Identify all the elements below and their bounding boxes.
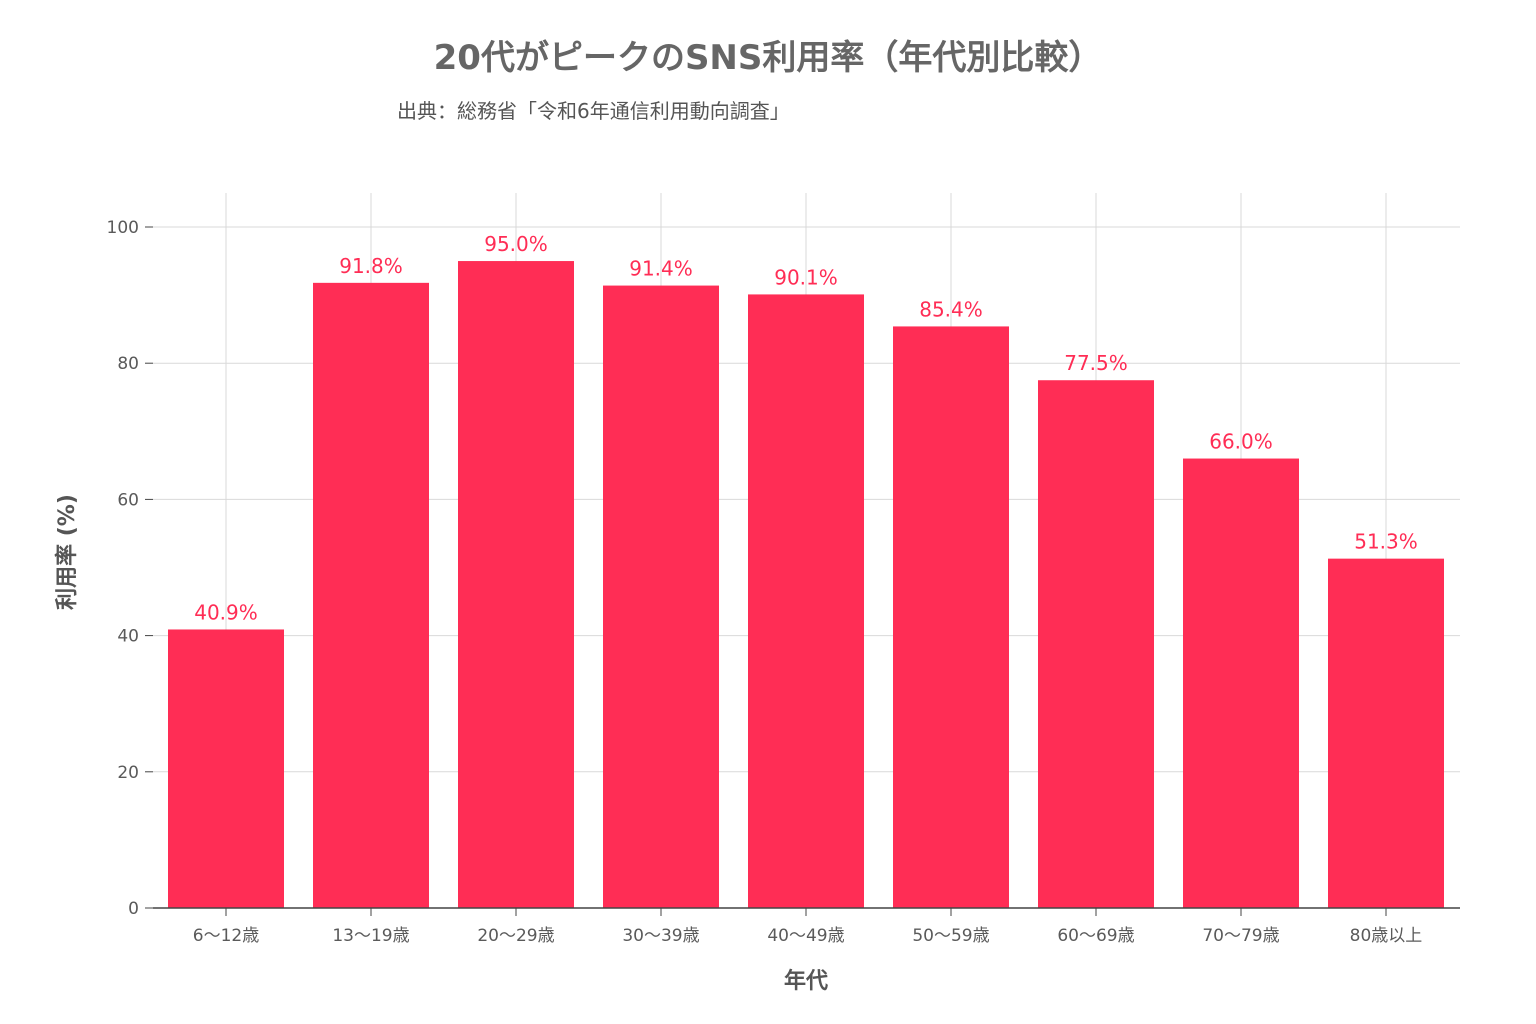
y-tick-label: 100 bbox=[107, 218, 139, 238]
y-tick-label: 20 bbox=[117, 763, 139, 783]
data-label: 51.3% bbox=[1354, 530, 1418, 554]
y-tick-label: 80 bbox=[117, 354, 139, 374]
value-labels-group: 40.9% 91.8% 95.0% 91.4% 90.1% 85.4% 77.5% 66.0%… bbox=[194, 232, 1418, 624]
y-tick-label: 60 bbox=[117, 490, 139, 510]
bar bbox=[893, 326, 1009, 908]
bar bbox=[458, 261, 574, 908]
data-label: 40.9% bbox=[194, 600, 258, 624]
data-label: 91.8% bbox=[339, 254, 403, 278]
chart-subtitle: 出典：総務省「令和6年通信利用動向調査」 bbox=[397, 99, 790, 123]
bar bbox=[168, 629, 284, 908]
x-tick-label: 40〜49歳 bbox=[767, 926, 844, 946]
data-label: 77.5% bbox=[1064, 351, 1128, 375]
x-tick-label: 50〜59歳 bbox=[912, 926, 989, 946]
y-axis: 0 20 40 60 80 100 bbox=[107, 218, 153, 919]
x-tick-label: 20〜29歳 bbox=[477, 926, 554, 946]
y-axis-title: 利用率 (%) bbox=[54, 494, 80, 610]
bar bbox=[748, 294, 864, 908]
data-label: 66.0% bbox=[1209, 430, 1273, 454]
data-label: 85.4% bbox=[919, 297, 983, 321]
bars-group bbox=[168, 261, 1444, 909]
bar bbox=[603, 285, 719, 908]
x-tick-label: 80歳以上 bbox=[1350, 926, 1423, 946]
bar bbox=[1328, 558, 1444, 908]
x-tick-label: 6〜12歳 bbox=[193, 926, 259, 946]
data-label: 91.4% bbox=[629, 257, 693, 281]
bar bbox=[1038, 380, 1154, 909]
x-axis-title: 年代 bbox=[784, 968, 828, 994]
data-label: 95.0% bbox=[484, 232, 548, 256]
bar bbox=[313, 282, 429, 908]
x-tick-label: 30〜39歳 bbox=[622, 926, 699, 946]
x-tick-label: 70〜79歳 bbox=[1202, 926, 1279, 946]
chart-title: 20代がピークのSNS利用率（年代別比較） bbox=[433, 38, 1103, 78]
x-tick-label: 13〜19歳 bbox=[332, 926, 409, 946]
bar bbox=[1183, 458, 1299, 908]
x-tick-label: 60〜69歳 bbox=[1057, 926, 1134, 946]
x-axis: 6〜12歳 13〜19歳 20〜29歳 30〜39歳 40〜49歳 50〜59歳 60〜69… bbox=[153, 907, 1460, 946]
data-label: 90.1% bbox=[774, 265, 838, 289]
y-tick-label: 40 bbox=[117, 627, 139, 647]
y-tick-label: 0 bbox=[128, 899, 139, 919]
